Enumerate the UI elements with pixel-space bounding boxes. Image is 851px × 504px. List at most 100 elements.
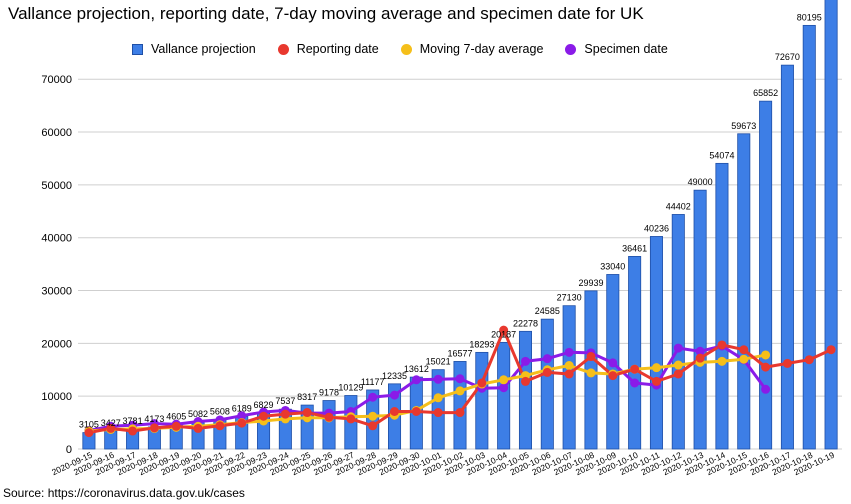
bar-data-label: 49000 [688,177,713,187]
bar [737,133,751,450]
bar-data-label: 7537 [275,396,295,406]
point-reporting [804,355,814,365]
point-reporting [695,353,705,363]
point-moving [673,360,683,370]
point-specimen [499,383,509,393]
point-specimen [411,375,421,385]
bar-data-label: 36461 [622,243,647,253]
point-reporting [542,367,552,377]
bar-data-label: 4605 [166,412,186,422]
point-moving [761,350,771,360]
y-tick-label: 0 [66,444,72,456]
bar-data-label: 59673 [731,121,756,131]
point-reporting [128,426,138,436]
bar [715,162,729,450]
bar-data-label: 3427 [101,418,121,428]
point-reporting [106,423,116,433]
bar-data-label: 11177 [361,377,385,387]
point-reporting [608,371,618,381]
legend-label-projection: Vallance projection [151,42,256,56]
point-moving [717,356,727,366]
bar-data-label: 40236 [644,223,669,233]
bar-data-label: 3105 [79,420,99,430]
bar [649,236,663,450]
point-reporting [193,423,203,433]
point-reporting [237,418,247,428]
point-specimen [433,374,443,384]
legend-swatch-moving [400,43,412,55]
point-moving [455,386,465,396]
point-moving [368,411,378,421]
point-reporting [259,411,269,421]
bar-data-label: 65852 [753,88,778,98]
bar [497,341,511,450]
point-specimen [564,347,574,357]
point-specimen [455,374,465,384]
point-reporting [149,423,159,433]
point-moving [651,363,661,373]
point-reporting [368,421,378,431]
point-reporting [739,345,749,355]
bar-data-label: 3781 [123,416,143,426]
point-specimen [673,343,683,353]
point-reporting [411,406,421,416]
point-reporting [477,378,487,388]
point-reporting [586,352,596,362]
point-reporting [324,412,334,422]
bar-data-label: 72670 [775,52,800,62]
legend-item-moving: Moving 7-day average [400,42,544,56]
point-specimen [630,378,640,388]
bar-data-label: 33040 [600,261,625,271]
point-specimen [237,411,247,421]
point-specimen [520,356,530,366]
point-reporting [84,428,94,438]
bar-data-label: 20187 [491,329,516,339]
point-specimen [368,392,378,402]
legend-item-projection: Vallance projection [132,42,256,56]
y-tick-label: 60000 [41,127,72,139]
bar-data-label: 13612 [404,364,429,374]
point-reporting [455,408,465,418]
bar-data-label: 4173 [144,414,164,424]
y-tick-label: 40000 [41,233,72,245]
bar [780,64,794,450]
bar [628,256,642,450]
bar-data-label: 12335 [382,371,407,381]
point-reporting [826,345,836,355]
legend-swatch-projection [132,43,143,55]
bar-data-label: 10129 [338,382,363,392]
bar [671,214,685,450]
bar [802,24,816,450]
bar-data-label: 5608 [210,406,230,416]
bar-data-label: 6189 [232,403,252,413]
bar-data-label: 54074 [709,150,734,160]
legend-item-specimen: Specimen date [565,42,668,56]
bar [693,189,707,450]
bar-data-label: 24585 [535,306,560,316]
legend-swatch-reporting [277,43,289,55]
point-reporting [280,409,290,419]
point-specimen [608,358,618,368]
bar-data-label: 18293 [469,339,494,349]
point-reporting [390,406,400,416]
bar-data-label: 9178 [319,388,339,398]
bar-data-label: 27130 [557,293,582,303]
point-reporting [520,376,530,386]
point-specimen [390,390,400,400]
legend-label-moving: Moving 7-day average [419,42,544,56]
point-reporting [433,408,443,418]
point-reporting [717,340,727,350]
point-reporting [499,325,509,335]
bar-data-label: 5082 [188,409,208,419]
point-reporting [346,414,356,424]
legend-item-reporting: Reporting date [277,42,379,56]
bar-data-label: 44402 [666,201,691,211]
y-tick-label: 20000 [41,338,72,350]
bar [475,351,489,450]
bar-data-label: 80195 [797,12,822,22]
bar [322,400,336,450]
legend-label-reporting: Reporting date [296,42,379,56]
chart-title: Vallance projection, reporting date, 7-d… [8,4,644,23]
point-reporting [302,408,312,418]
